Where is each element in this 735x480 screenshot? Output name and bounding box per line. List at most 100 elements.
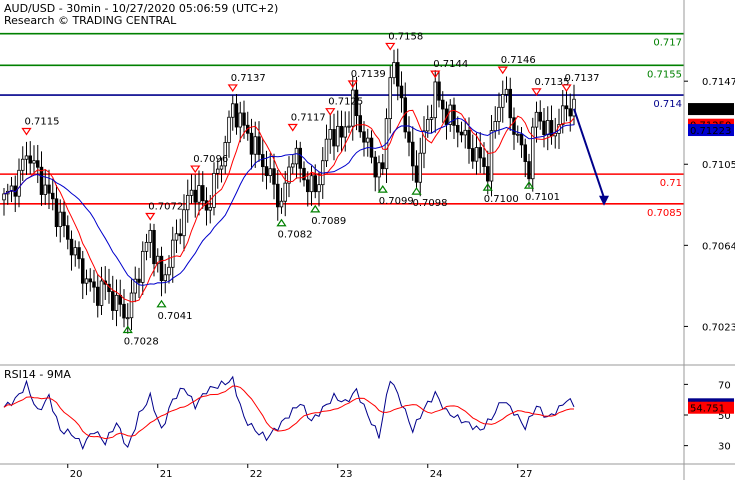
candle-body (463, 129, 467, 136)
candle-body (144, 241, 149, 252)
rsi-tick-label: 50 (718, 411, 731, 422)
swing-high-label: 0.7115 (25, 116, 60, 127)
swing-high-marker (385, 42, 396, 51)
candle-body (66, 225, 70, 240)
candle-body (410, 141, 415, 167)
swing-low-label: 0.7041 (158, 311, 193, 322)
candle-body (287, 166, 291, 184)
candle-body (407, 131, 411, 143)
candle-body (69, 238, 74, 256)
candle-body (227, 116, 231, 143)
time-tick-label: 22 (250, 469, 263, 480)
time-tick-label: 24 (430, 469, 443, 480)
candle-body (489, 130, 494, 182)
candle-body (122, 303, 126, 319)
candle-body (111, 291, 115, 311)
time-tick-label: 27 (520, 469, 533, 480)
swing-high-marker (227, 84, 238, 93)
candle-body (482, 157, 486, 167)
candle-body (561, 105, 565, 125)
swing-high-marker (497, 66, 508, 75)
candle-body (28, 155, 32, 164)
candle-body (362, 131, 366, 143)
level-label: 0.714 (653, 99, 682, 110)
candle-body (148, 229, 152, 243)
candle-body (523, 144, 528, 162)
candle-body (17, 169, 21, 197)
price-tick-label: 0.7064 (702, 241, 735, 252)
candle-body (264, 166, 269, 177)
candle-body (178, 233, 182, 237)
candle-body (339, 125, 344, 138)
swing-high-label: 0.7139 (351, 69, 386, 80)
swing-high-marker (325, 108, 336, 116)
swing-low-marker (276, 218, 287, 227)
candle-body (429, 117, 434, 120)
candle-body (118, 294, 123, 305)
candle-body (328, 129, 332, 140)
swing-high-marker (21, 127, 32, 136)
swing-low-label: 0.7028 (124, 337, 159, 348)
swing-low-marker (482, 183, 493, 191)
candle-body (493, 121, 497, 132)
time-tick-label: 23 (340, 469, 353, 480)
candle-body (512, 117, 516, 135)
current-value-box (688, 124, 734, 137)
candle-body (500, 94, 505, 108)
swing-low-label: 0.7100 (484, 194, 519, 205)
candle-body (193, 189, 197, 203)
rsi-value-label: 54.751 (690, 404, 725, 415)
rsi-tick-label: 30 (718, 442, 731, 453)
candle-body (283, 182, 287, 202)
current-value-label: 0.71223 (690, 126, 731, 137)
candle-body (20, 158, 25, 171)
swing-high-label: 0.7144 (433, 59, 468, 70)
candle-body (9, 185, 14, 192)
time-tick-label: 21 (160, 469, 173, 480)
swing-high-marker (561, 84, 572, 93)
candle-body (317, 184, 321, 193)
level-label: 0.7155 (647, 69, 682, 80)
swing-high-marker (145, 212, 156, 221)
candle-body (350, 89, 355, 127)
swing-low-marker (156, 299, 167, 308)
candle-body (497, 106, 501, 122)
candle-body (242, 112, 246, 126)
swing-high-marker (430, 70, 441, 79)
candle-body (249, 132, 254, 155)
candle-body (380, 162, 385, 170)
swing-low-label: 0.7101 (525, 192, 560, 203)
candle-body (155, 255, 160, 265)
candle-body (43, 184, 48, 195)
level-label: 0.71 (660, 178, 682, 189)
candle-body (279, 200, 284, 208)
candle-body (418, 152, 422, 183)
candle-body (324, 138, 329, 162)
swing-low-label: 0.7098 (413, 198, 448, 209)
price-tick-label: 0.7023 (702, 322, 735, 333)
current-value-box (688, 103, 734, 116)
candle-body (268, 168, 272, 177)
candle-body (538, 111, 543, 122)
candle-body (373, 156, 377, 178)
candle-body (260, 154, 265, 168)
swing-high-marker (531, 88, 542, 96)
swing-high-marker (190, 165, 201, 174)
candle-body (182, 209, 186, 237)
swing-low-label: 0.7089 (311, 216, 346, 227)
candle-body (84, 278, 89, 284)
candle-body (504, 88, 509, 95)
candle-body (73, 247, 78, 256)
price-tick-label: 0.7147 (702, 77, 735, 88)
candle-body (140, 250, 145, 283)
candle-body (534, 111, 539, 128)
candle-body (313, 175, 317, 193)
current-value-label: 0.71329 (690, 105, 731, 116)
candle-body (133, 278, 137, 294)
candle-body (290, 163, 295, 168)
candle-body (395, 62, 400, 87)
candle-body (399, 85, 404, 99)
candle-body (335, 125, 340, 147)
forecast-arrowhead (599, 195, 609, 206)
